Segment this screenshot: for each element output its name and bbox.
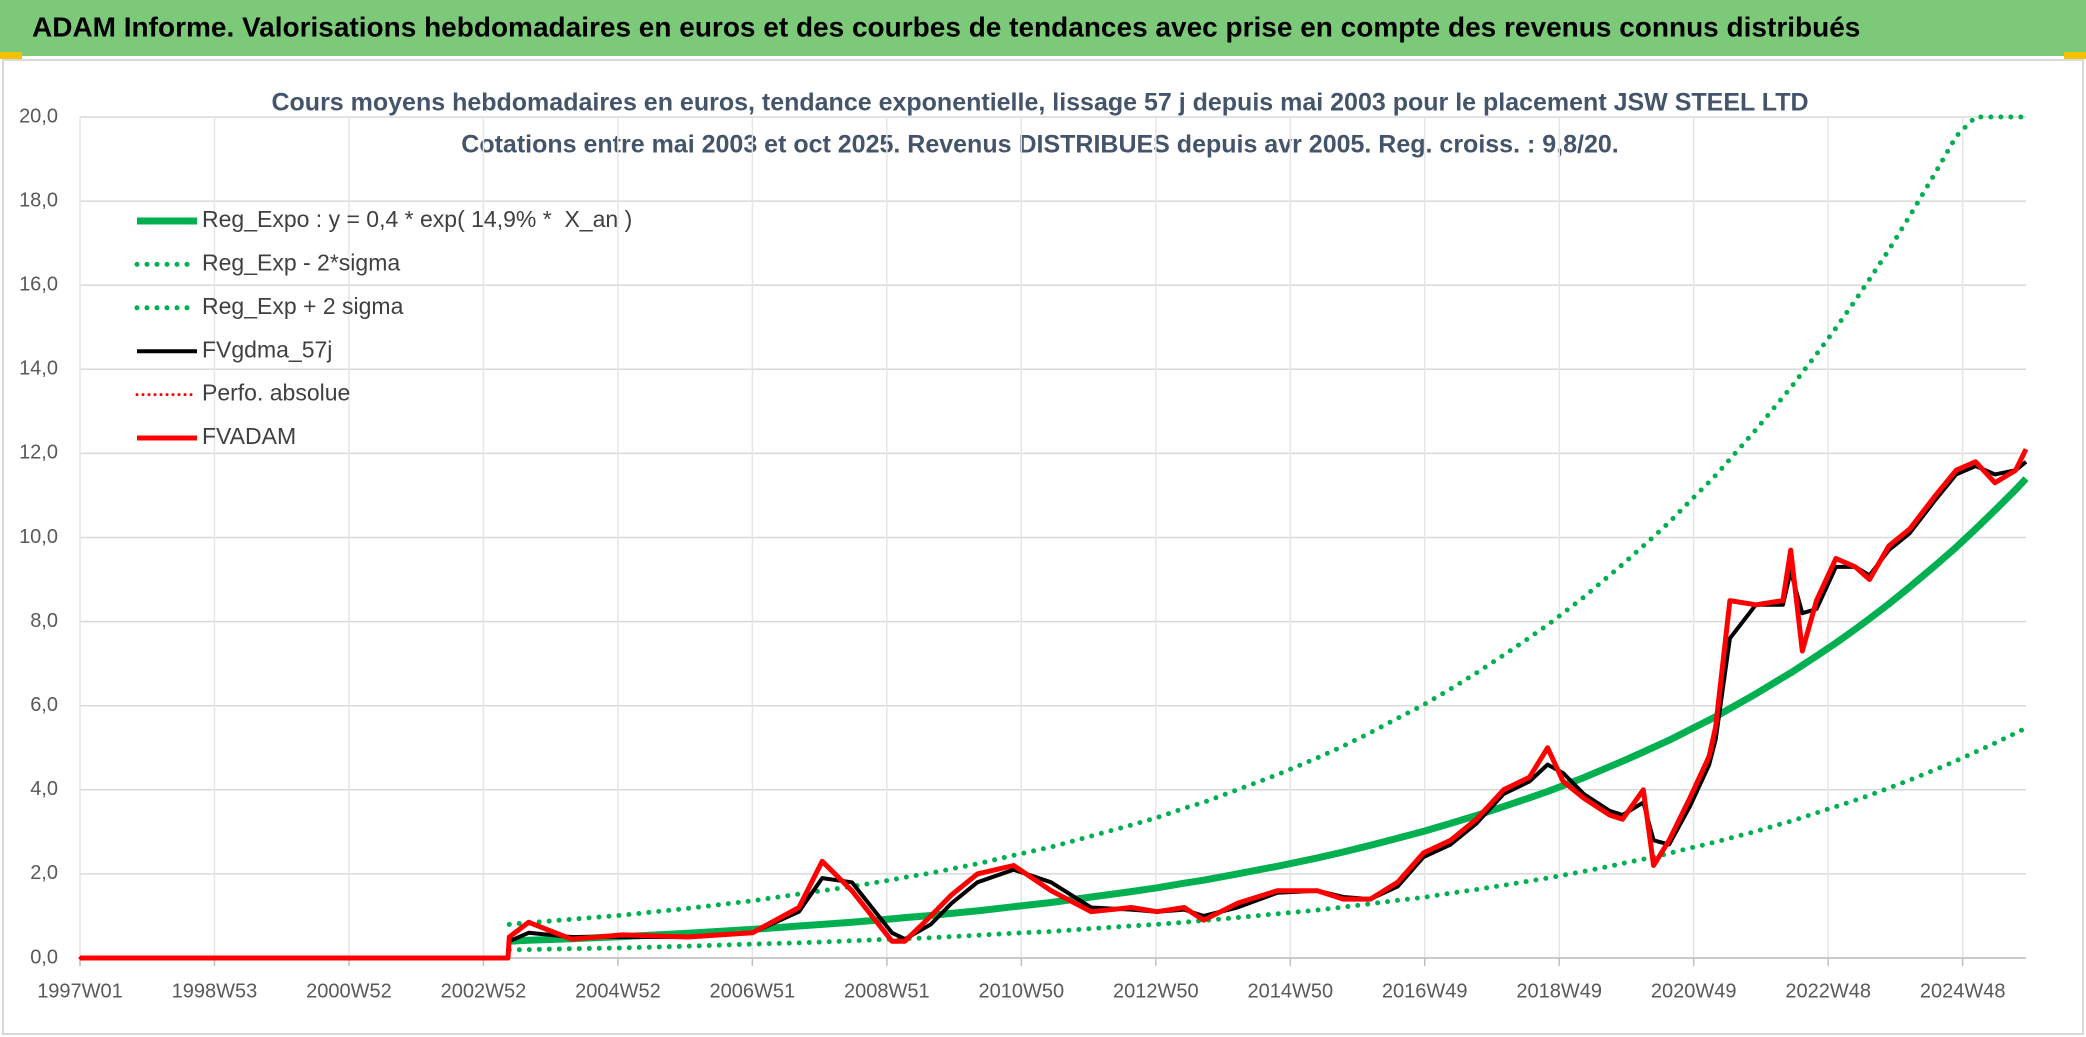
- legend-label: Reg_Expo : y = 0,4 * exp( 14,9% * X_an ): [202, 206, 632, 232]
- y-tick-label: 2,0: [30, 862, 58, 884]
- x-tick-label: 2014W50: [1247, 980, 1333, 1002]
- y-tick-label: 14,0: [19, 358, 58, 380]
- header-title: ADAM Informe. Valorisations hebdomadaire…: [32, 11, 1860, 42]
- y-tick-label: 0,0: [30, 946, 58, 968]
- x-tick-label: 2012W50: [1113, 980, 1199, 1002]
- x-tick-label: 2004W52: [575, 980, 661, 1002]
- x-tick-label: 2006W51: [710, 980, 796, 1002]
- x-tick-label: 2020W49: [1651, 980, 1737, 1002]
- chart-title: Cours moyens hebdomadaires en euros, ten…: [271, 89, 1808, 117]
- series-line: [80, 448, 2029, 961]
- x-tick-label: 2016W49: [1382, 980, 1468, 1002]
- chart-subtitle: Cotations entre mai 2003 et oct 2025. Re…: [461, 131, 1618, 159]
- y-tick-label: 16,0: [19, 273, 58, 295]
- y-tick-label: 18,0: [19, 189, 58, 211]
- x-tick-label: 2008W51: [844, 980, 930, 1002]
- corner-mark: [2064, 52, 2086, 59]
- y-tick-label: 10,0: [19, 526, 58, 548]
- x-tick-label: 1997W01: [37, 980, 123, 1002]
- x-tick-label: 2010W50: [979, 980, 1065, 1002]
- y-tick-label: 8,0: [30, 610, 58, 632]
- x-tick-label: 2024W48: [1920, 980, 2006, 1002]
- legend-label: Perfo. absolue: [202, 380, 350, 406]
- legend-label: Reg_Exp - 2*sigma: [202, 249, 400, 275]
- chart-frame: [2, 59, 2084, 1035]
- y-tick-label: 6,0: [30, 694, 58, 716]
- header-bar: [0, 0, 2086, 56]
- legend-label: FVgdma_57j: [202, 336, 332, 362]
- y-tick-label: 12,0: [19, 442, 58, 464]
- x-tick-label: 2022W48: [1785, 980, 1871, 1002]
- y-tick-label: 20,0: [19, 105, 58, 127]
- legend-label: Reg_Exp + 2 sigma: [202, 293, 404, 319]
- plot-area: 0,0 2,0 4,0 6,0 8,0 10,0 12,0 14,0 16,0 18,0 20,0 1…: [19, 105, 2029, 1002]
- legend-label: FVADAM: [202, 423, 296, 449]
- y-tick-label: 4,0: [30, 778, 58, 800]
- series-line: [80, 460, 2028, 960]
- x-tick-label: 1998W53: [172, 980, 258, 1002]
- corner-mark: [0, 52, 22, 59]
- x-tick-label: 2000W52: [306, 980, 392, 1002]
- x-tick-label: 2002W52: [441, 980, 527, 1002]
- x-tick-label: 2018W49: [1516, 980, 1602, 1002]
